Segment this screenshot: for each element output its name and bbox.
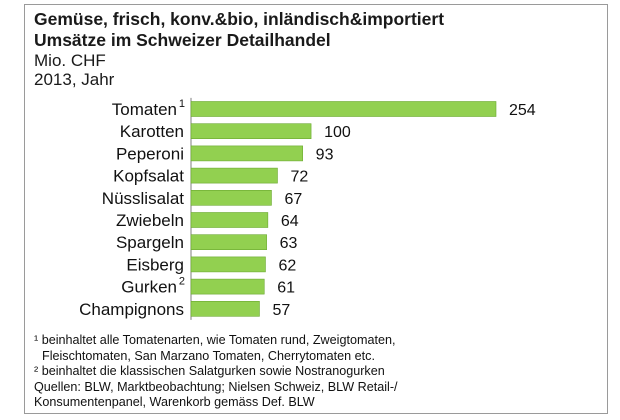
bar-kopfsalat xyxy=(190,167,278,184)
category-label-gurken: Gurken xyxy=(121,278,177,297)
category-label-n-sslisalat: Nüsslisalat xyxy=(102,189,184,208)
value-label-peperoni: 93 xyxy=(316,146,334,163)
footnote-mark-gurken: 2 xyxy=(179,276,185,288)
chart-title-line-1: Gemüse, frisch, konv.&bio, inländisch&im… xyxy=(34,9,445,29)
bar-gurken xyxy=(190,278,265,295)
bar-karotten xyxy=(190,123,312,139)
bar-n-sslisalat xyxy=(190,190,272,206)
source-line-2: Konsumentenpanel, Warenkorb gemäss Def. … xyxy=(34,395,315,409)
category-label-peperoni: Peperoni xyxy=(116,144,184,163)
category-label-tomaten: Tomaten xyxy=(112,100,177,119)
value-label-spargeln: 63 xyxy=(280,235,298,252)
bar-spargeln xyxy=(190,234,267,250)
chart-period: 2013, Jahr xyxy=(34,70,115,89)
chart-frame xyxy=(24,4,608,414)
bar-peperoni xyxy=(190,145,303,162)
category-label-spargeln: Spargeln xyxy=(116,233,184,252)
category-label-kopfsalat: Kopfsalat xyxy=(113,167,184,186)
value-label-gurken: 61 xyxy=(277,280,295,297)
value-label-karotten: 100 xyxy=(324,124,351,141)
bar-eisberg xyxy=(190,256,266,273)
footnote-2: ² beinhaltet die klassischen Salatgurken… xyxy=(34,364,385,378)
chart-title: Gemüse, frisch, konv.&bio, inländisch&im… xyxy=(34,9,444,51)
chart-title-line-2: Umsätze im Schweizer Detailhandel xyxy=(34,30,331,50)
category-label-champignons: Champignons xyxy=(79,300,184,319)
footnote-1-line-1: ¹ beinhaltet alle Tomatenarten, wie Toma… xyxy=(34,333,396,347)
source-line-1: Quellen: BLW, Marktbeobachtung; Nielsen … xyxy=(34,379,398,394)
footnote-1-line-2: Fleischtomaten, San Marzano Tomaten, Che… xyxy=(42,348,375,363)
chart-unit: Mio. CHF xyxy=(34,51,106,70)
footnotes: ¹ beinhaltet alle Tomatenarten, wie Toma… xyxy=(34,333,398,411)
category-label-karotten: Karotten xyxy=(120,122,184,141)
value-label-zwiebeln: 64 xyxy=(281,213,299,230)
value-label-kopfsalat: 72 xyxy=(290,169,308,186)
category-label-eisberg: Eisberg xyxy=(126,255,184,274)
value-label-champignons: 57 xyxy=(272,302,290,319)
bar-tomaten xyxy=(190,101,497,117)
footnote-mark-tomaten: 1 xyxy=(179,98,185,110)
value-label-eisberg: 62 xyxy=(278,257,296,274)
bar-champignons xyxy=(190,300,260,317)
chart-subtitle: Mio. CHF 2013, Jahr xyxy=(34,51,114,89)
value-label-tomaten: 254 xyxy=(509,102,536,119)
category-label-zwiebeln: Zwiebeln xyxy=(116,211,184,230)
value-label-n-sslisalat: 67 xyxy=(284,191,302,208)
bar-zwiebeln xyxy=(190,212,269,228)
